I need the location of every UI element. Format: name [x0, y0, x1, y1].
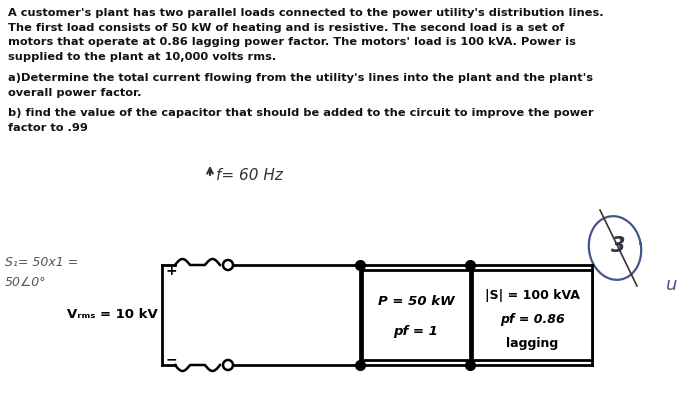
Text: 3: 3: [610, 236, 625, 256]
Text: −: −: [165, 352, 177, 366]
Bar: [362, 270, 470, 360]
Text: The first load consists of 50 kW of heating and is resistive. The second load is: The first load consists of 50 kW of heat…: [8, 23, 564, 33]
Text: S₁= 50x1 =: S₁= 50x1 =: [5, 257, 78, 269]
Text: pf = 1: pf = 1: [393, 325, 438, 338]
Text: overall power factor.: overall power factor.: [8, 87, 141, 98]
Text: pf = 0.86: pf = 0.86: [500, 313, 564, 326]
Circle shape: [223, 260, 233, 270]
Text: P = 50 kW: P = 50 kW: [377, 295, 454, 308]
Text: u: u: [666, 276, 678, 294]
Text: lagging: lagging: [506, 337, 558, 350]
Text: motors that operate at 0.86 lagging power factor. The motors' load is 100 kVA. P: motors that operate at 0.86 lagging powe…: [8, 37, 576, 47]
Text: 50∠0°: 50∠0°: [5, 276, 46, 288]
Bar: [472, 270, 592, 360]
Text: A customer's plant has two parallel loads connected to the power utility's distr: A customer's plant has two parallel load…: [8, 8, 603, 18]
Text: +: +: [165, 264, 177, 278]
Text: f= 60 Hz: f= 60 Hz: [216, 168, 283, 183]
Text: |S| = 100 kVA: |S| = 100 kVA: [484, 289, 580, 302]
Text: Vᵣₘₛ = 10 kV: Vᵣₘₛ = 10 kV: [67, 309, 158, 321]
Text: b) find the value of the capacitor that should be added to the circuit to improv: b) find the value of the capacitor that …: [8, 108, 594, 118]
Circle shape: [223, 360, 233, 370]
Text: factor to .99: factor to .99: [8, 122, 88, 133]
Text: supplied to the plant at 10,000 volts rms.: supplied to the plant at 10,000 volts rm…: [8, 52, 276, 61]
Text: a)Determine the total current flowing from the utility's lines into the plant an: a)Determine the total current flowing fr…: [8, 73, 593, 83]
